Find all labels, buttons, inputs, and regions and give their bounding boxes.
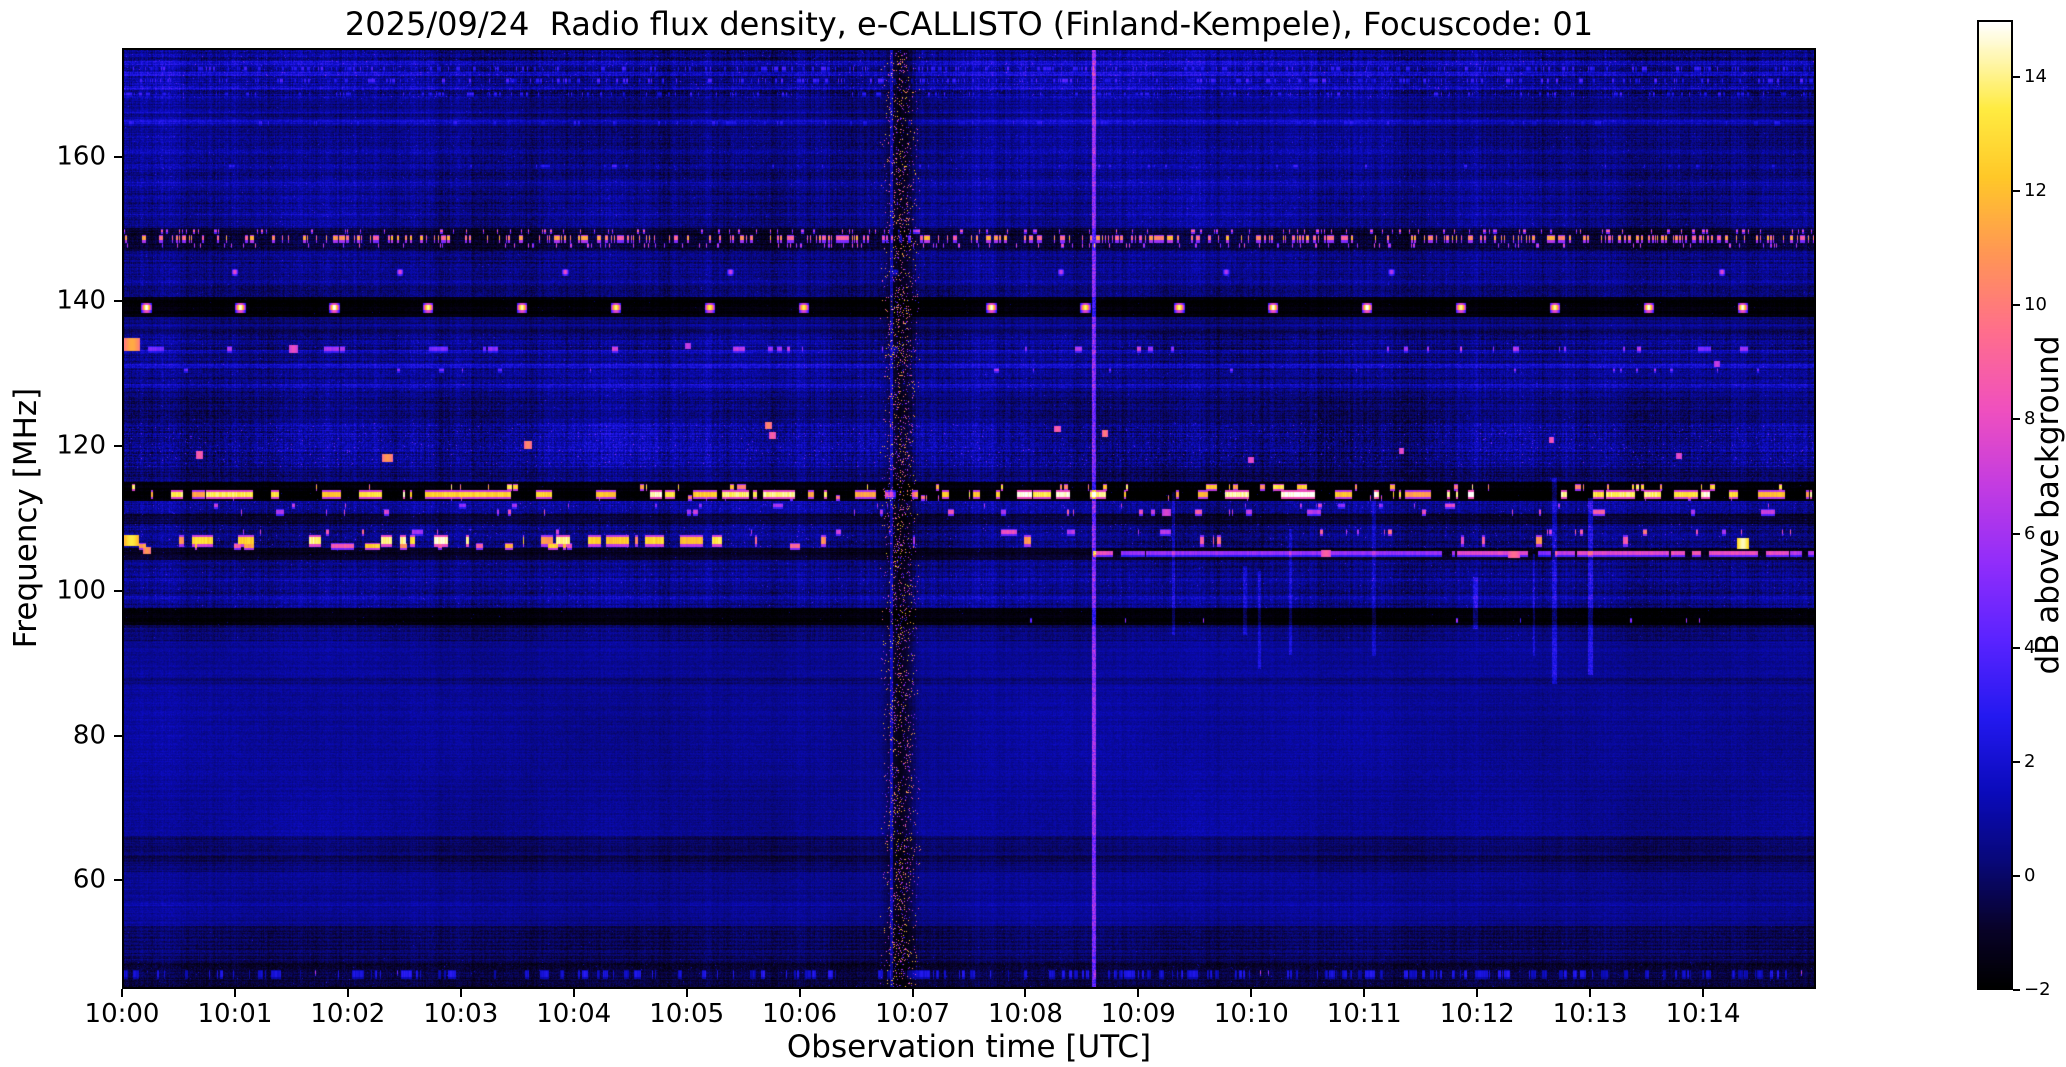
x-tick-mark xyxy=(1589,989,1592,997)
colorbar-tick-label: 0 xyxy=(2024,864,2036,886)
x-tick-label: 10:14 xyxy=(1665,999,1741,1029)
y-tick-mark xyxy=(114,445,122,448)
x-tick-mark xyxy=(1137,989,1140,997)
colorbar-tick-label: −2 xyxy=(2024,979,2051,1001)
x-axis-label: Observation time [UTC] xyxy=(786,1029,1152,1065)
x-tick-label: 10:08 xyxy=(987,999,1063,1029)
spectrogram-canvas xyxy=(124,50,1814,987)
colorbar-tick-label: 8 xyxy=(2024,408,2036,430)
x-tick-label: 10:07 xyxy=(875,999,950,1029)
x-tick-label: 10:05 xyxy=(649,999,725,1029)
x-tick-label: 10:01 xyxy=(197,999,273,1029)
x-tick-mark xyxy=(572,989,575,997)
chart-title: 2025/09/24 Radio flux density, e-CALLIST… xyxy=(344,5,1594,43)
y-tick-mark xyxy=(114,879,122,882)
y-tick-mark xyxy=(114,734,122,737)
colorbar-tick-label: 2 xyxy=(2024,750,2036,772)
x-tick-label: 10:13 xyxy=(1552,999,1628,1029)
x-tick-label: 10:12 xyxy=(1439,999,1515,1029)
y-tick-mark xyxy=(114,300,122,303)
x-tick-label: 10:03 xyxy=(423,999,499,1029)
y-tick-label: 80 xyxy=(72,720,106,751)
x-tick-label: 10:11 xyxy=(1326,999,1402,1029)
y-tick-mark xyxy=(114,155,122,158)
colorbar-tick-label: 12 xyxy=(2024,180,2047,202)
colorbar-tick-label: 10 xyxy=(2024,294,2047,316)
colorbar-tick-label: 6 xyxy=(2024,522,2036,544)
y-tick-mark xyxy=(114,589,122,592)
x-tick-mark xyxy=(798,989,801,997)
x-tick-mark xyxy=(1476,989,1479,997)
colorbar-tick-label: 4 xyxy=(2024,636,2036,658)
x-tick-label: 10:10 xyxy=(1213,999,1289,1029)
colorbar-tick-mark xyxy=(2013,190,2020,193)
x-tick-label: 10:02 xyxy=(310,999,386,1029)
colorbar-tick-mark xyxy=(2013,418,2020,421)
colorbar-canvas xyxy=(1979,22,2011,988)
x-tick-mark xyxy=(1363,989,1366,997)
colorbar-tick-mark xyxy=(2013,760,2020,763)
colorbar xyxy=(1977,20,2013,990)
y-tick-label: 100 xyxy=(56,575,106,606)
x-tick-mark xyxy=(1024,989,1027,997)
y-tick-label: 120 xyxy=(56,430,106,461)
y-tick-label: 60 xyxy=(72,864,106,895)
x-tick-label: 10:04 xyxy=(536,999,612,1029)
colorbar-tick-mark xyxy=(2013,989,2020,991)
colorbar-tick-label: 14 xyxy=(2024,66,2047,88)
colorbar-tick-mark xyxy=(2013,76,2020,79)
x-tick-label: 10:06 xyxy=(762,999,838,1029)
x-tick-mark xyxy=(1250,989,1253,997)
x-tick-label: 10:00 xyxy=(84,999,160,1029)
x-tick-mark xyxy=(346,989,349,997)
colorbar-tick-mark xyxy=(2013,304,2020,307)
x-tick-mark xyxy=(233,989,236,997)
x-tick-label: 10:09 xyxy=(1100,999,1176,1029)
x-tick-mark xyxy=(911,989,914,997)
colorbar-label: dB above background xyxy=(2030,335,2066,675)
colorbar-tick-mark xyxy=(2013,532,2020,535)
x-tick-mark xyxy=(459,989,462,997)
plot-area xyxy=(122,48,1816,989)
x-tick-mark xyxy=(1702,989,1705,997)
x-tick-mark xyxy=(685,989,688,997)
colorbar-tick-mark xyxy=(2013,874,2020,877)
x-tick-mark xyxy=(121,989,123,997)
y-tick-label: 140 xyxy=(56,285,106,316)
y-tick-label: 160 xyxy=(56,140,106,171)
colorbar-tick-mark xyxy=(2013,646,2020,649)
y-axis-label: Frequency [MHz] xyxy=(8,387,44,649)
